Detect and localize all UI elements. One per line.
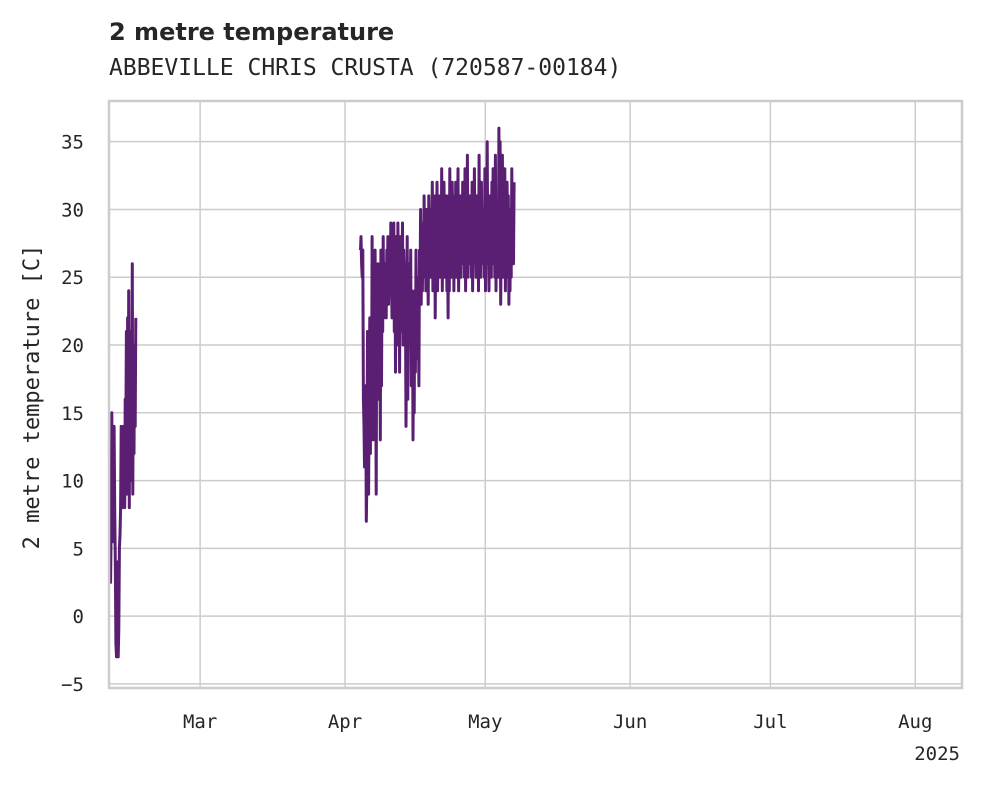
temperature-series-line xyxy=(108,262,138,659)
x-tick-label: Apr xyxy=(328,711,362,733)
x-tick-label: May xyxy=(468,711,502,733)
y-tick-label: 30 xyxy=(61,199,84,221)
y-tick-label: 10 xyxy=(61,471,84,493)
data-lines xyxy=(108,126,516,659)
chart-title: 2 metre temperature xyxy=(109,18,394,46)
gridlines xyxy=(109,101,962,688)
chart-subtitle: ABBEVILLE CHRIS CRUSTA (720587-00184) xyxy=(109,55,621,81)
y-tick-label: 15 xyxy=(61,403,84,425)
y-tick-label: −5 xyxy=(61,674,84,696)
y-tick-label: 35 xyxy=(61,132,84,154)
plot-frame xyxy=(107,99,964,690)
x-tick-label: Aug xyxy=(898,711,932,733)
x-tick-labels: Mar Apr May Jun Jul Aug xyxy=(183,711,932,733)
temperature-series-line xyxy=(359,126,516,523)
x-tick-label: Mar xyxy=(183,711,217,733)
y-tick-labels: −5 0 5 10 15 20 25 30 35 xyxy=(61,132,84,696)
y-tick-label: 0 xyxy=(73,606,84,628)
x-tick-label: Jun xyxy=(613,711,647,733)
x-tick-label: Jul xyxy=(753,711,787,733)
y-tick-label: 20 xyxy=(61,335,84,357)
y-tick-label: 5 xyxy=(73,538,84,560)
y-axis-label: 2 metre temperature [C] xyxy=(20,245,45,550)
y-tick-label: 25 xyxy=(61,267,84,289)
year-label: 2025 xyxy=(914,743,960,765)
